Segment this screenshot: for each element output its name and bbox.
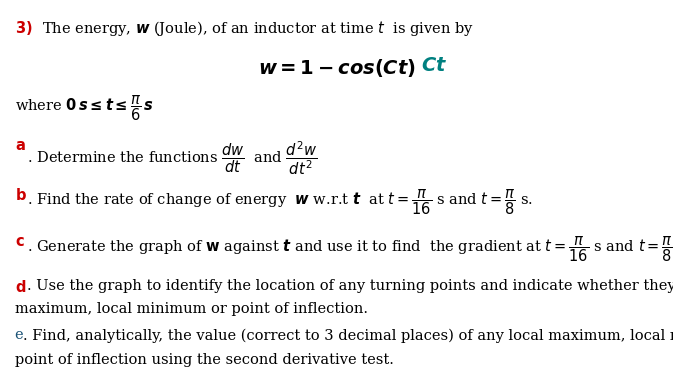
Text: . Find the rate of change of energy  $\boldsymbol{w}$ w.r.t $\boldsymbol{t}$  at: . Find the rate of change of energy $\bo… — [26, 187, 532, 217]
Text: . Find, analytically, the value (correct to 3 decimal places) of any local maxim: . Find, analytically, the value (correct… — [23, 328, 673, 343]
Text: $\mathbf{3)}$: $\mathbf{3)}$ — [15, 19, 32, 37]
Text: . Generate the graph of $\mathbf{w}$ against $\boldsymbol{t}$ and use it to find: . Generate the graph of $\mathbf{w}$ aga… — [26, 234, 673, 264]
Text: $\mathbf{c}$: $\mathbf{c}$ — [15, 234, 24, 249]
Text: . Determine the functions $\dfrac{dw}{dt}$  and $\dfrac{d^2w}{dt^2}$: . Determine the functions $\dfrac{dw}{dt… — [26, 140, 317, 177]
Text: maximum, local minimum or point of inflection.: maximum, local minimum or point of infle… — [15, 303, 367, 316]
Text: e: e — [15, 328, 24, 342]
Text: $\mathbf{d}$: $\mathbf{d}$ — [15, 279, 26, 295]
Text: point of inflection using the second derivative test.: point of inflection using the second der… — [15, 353, 394, 367]
Text: where $\boldsymbol{0\,s \leq t \leq \dfrac{\pi}{6}\,s}$: where $\boldsymbol{0\,s \leq t \leq \dfr… — [15, 94, 153, 123]
Text: . Use the graph to identify the location of any turning points and indicate whet: . Use the graph to identify the location… — [26, 279, 673, 292]
Text: $\mathbf{b}$: $\mathbf{b}$ — [15, 187, 26, 203]
Text: $\mathbf{a}$: $\mathbf{a}$ — [15, 140, 26, 153]
Text: $\boldsymbol{w = 1 - cos(Ct)}$: $\boldsymbol{w = 1 - cos(Ct)}$ — [258, 57, 415, 79]
Text: The energy, $\boldsymbol{w}$ (Joule), of an inductor at time $t$  is given by: The energy, $\boldsymbol{w}$ (Joule), of… — [42, 19, 474, 38]
Text: $\boldsymbol{Ct}$: $\boldsymbol{Ct}$ — [421, 57, 447, 75]
